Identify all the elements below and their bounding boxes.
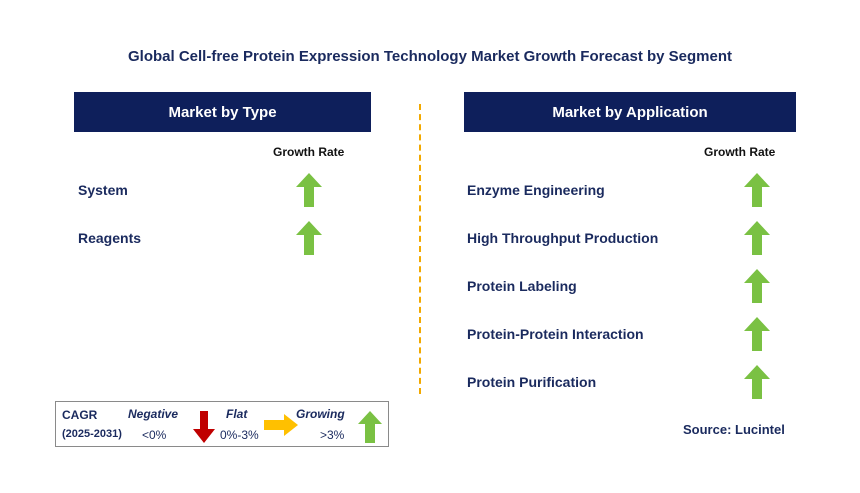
- application-item-enzyme-engineering: Enzyme Engineering: [467, 182, 605, 198]
- market-by-application-header: Market by Application: [464, 92, 796, 132]
- market-by-type-header: Market by Type: [74, 92, 371, 132]
- legend-negative-range: <0%: [142, 428, 167, 442]
- growing-arrow-icon: [744, 317, 770, 351]
- growing-arrow-icon: [358, 411, 382, 443]
- application-item-protein-protein-interaction: Protein-Protein Interaction: [467, 326, 644, 342]
- growing-arrow-icon: [296, 173, 322, 207]
- growing-arrow-icon: [296, 221, 322, 255]
- application-item-protein-labeling: Protein Labeling: [467, 278, 577, 294]
- legend-growing-label: Growing: [296, 407, 345, 421]
- legend-flat-label: Flat: [226, 407, 248, 421]
- growing-arrow-icon: [744, 269, 770, 303]
- legend-growing-range: >3%: [320, 428, 345, 442]
- flat-arrow-icon: [264, 414, 298, 436]
- growing-arrow-icon: [744, 221, 770, 255]
- legend-cagr-label: CAGR: [62, 408, 98, 422]
- cagr-legend: CAGR (2025-2031) Negative <0% Flat 0%-3%…: [55, 401, 389, 447]
- source-credit: Source: Lucintel: [683, 422, 785, 437]
- legend-negative-label: Negative: [128, 407, 179, 421]
- panel-divider: [419, 104, 421, 394]
- legend-period: (2025-2031): [62, 428, 122, 440]
- page-title: Global Cell-free Protein Expression Tech…: [127, 48, 733, 65]
- type-item-reagents: Reagents: [78, 230, 142, 246]
- negative-arrow-icon: [193, 411, 215, 443]
- application-item-protein-purification: Protein Purification: [467, 374, 597, 390]
- application-growth-rate-header: Growth Rate: [704, 145, 776, 159]
- type-item-system: System: [78, 182, 128, 198]
- legend-flat-range: 0%-3%: [220, 428, 259, 442]
- growing-arrow-icon: [744, 173, 770, 207]
- application-item-high-throughput-production: High Throughput Production: [467, 230, 659, 246]
- growing-arrow-icon: [744, 365, 770, 399]
- type-growth-rate-header: Growth Rate: [273, 145, 345, 159]
